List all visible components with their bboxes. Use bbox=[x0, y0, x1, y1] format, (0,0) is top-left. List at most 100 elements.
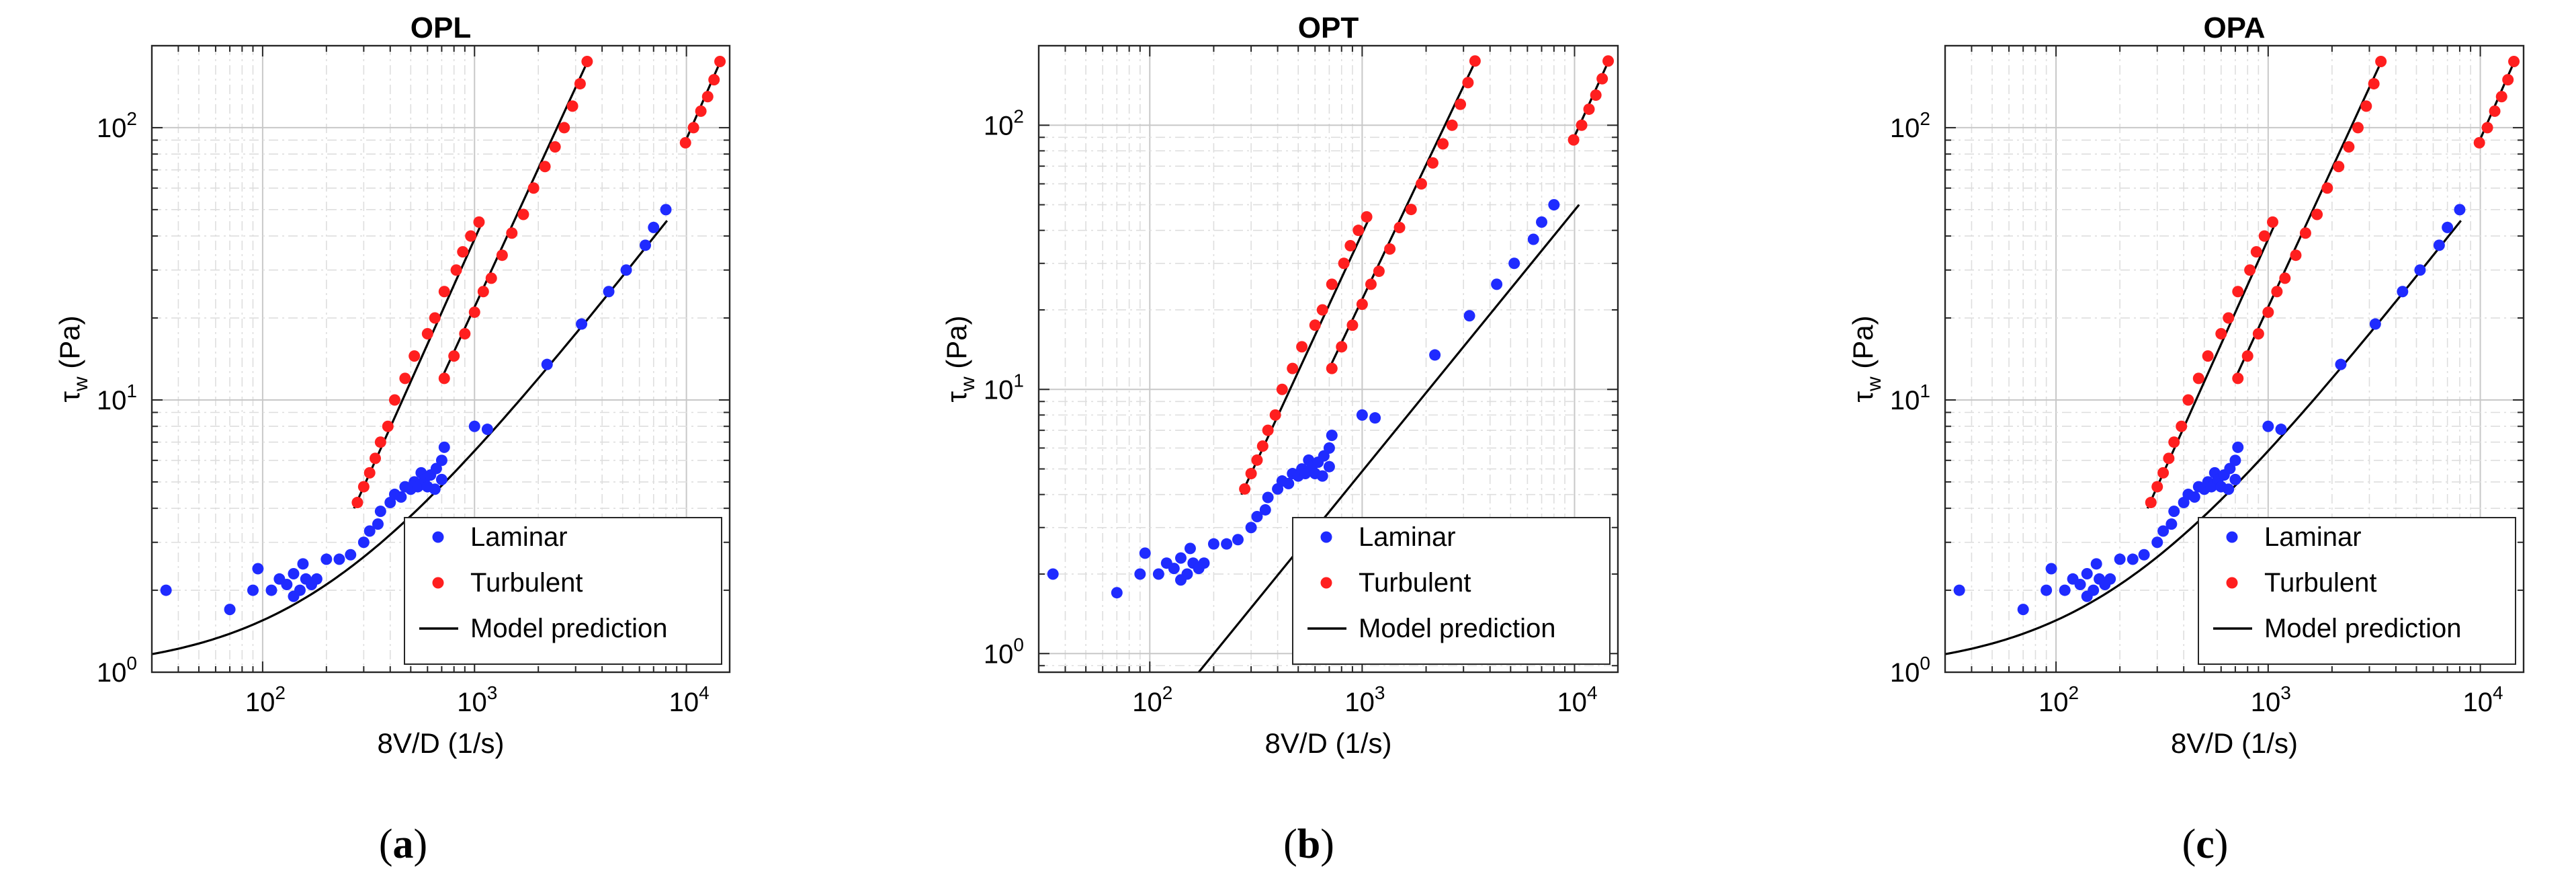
laminar-point bbox=[1168, 563, 1180, 575]
turbulent-point bbox=[2223, 312, 2235, 324]
turbulent-point bbox=[1469, 55, 1481, 67]
turbulent-point bbox=[1405, 204, 1417, 216]
turbulent-point bbox=[679, 136, 691, 149]
laminar-point bbox=[2059, 584, 2071, 596]
laminar-point bbox=[430, 462, 442, 475]
laminar-point bbox=[1245, 522, 1257, 534]
legend-box bbox=[1292, 517, 1611, 665]
turbulent-point bbox=[687, 122, 699, 134]
laminar-point bbox=[1207, 538, 1219, 550]
laminar-point bbox=[1369, 412, 1381, 424]
turbulent-point bbox=[1455, 98, 1467, 110]
turbulent-point bbox=[1462, 77, 1474, 89]
laminar-point bbox=[1111, 587, 1123, 599]
turbulent-point bbox=[1356, 298, 1368, 311]
chart-panel-opa: 102 103 104 100 101 102 OPA 8V/D (1/s) τw (Pa) La… bbox=[1847, 11, 2525, 759]
turbulent-point bbox=[2267, 216, 2279, 228]
laminar-point bbox=[429, 483, 441, 495]
turbulent-point bbox=[2502, 74, 2514, 86]
laminar-point bbox=[435, 473, 447, 485]
laminar-point bbox=[2275, 423, 2287, 436]
turbulent-point bbox=[1373, 266, 1385, 278]
turbulent-point bbox=[496, 249, 508, 261]
turbulent-point bbox=[438, 372, 450, 385]
turbulent-point bbox=[1346, 319, 1359, 331]
model-laminar-line bbox=[1197, 204, 1580, 672]
turbulent-point bbox=[363, 467, 376, 479]
turbulent-point bbox=[409, 350, 421, 362]
turbulent-point bbox=[549, 141, 561, 153]
turbulent-point bbox=[2343, 141, 2355, 153]
axes-frame bbox=[1037, 44, 1619, 674]
turbulent-point bbox=[1269, 409, 1281, 421]
turbulent-point bbox=[2202, 350, 2214, 362]
laminar-point bbox=[265, 584, 277, 596]
laminar-point bbox=[2151, 536, 2163, 549]
turbulent-point bbox=[2473, 136, 2485, 149]
chart-title: OPA bbox=[2203, 11, 2265, 44]
y-axis-label: τw (Pa) bbox=[1847, 315, 1885, 402]
panel-caption: (a) bbox=[379, 821, 427, 867]
turbulent-point bbox=[1568, 134, 1580, 146]
laminar-point bbox=[1251, 510, 1263, 522]
x-tick-label: 102 bbox=[245, 682, 286, 717]
laminar-point bbox=[1316, 470, 1328, 482]
turbulent-point bbox=[2252, 328, 2264, 340]
turbulent-point bbox=[2368, 78, 2380, 90]
laminar-point bbox=[1463, 310, 1475, 322]
turbulent-point bbox=[539, 161, 551, 173]
legend-label-model: Model prediction bbox=[470, 614, 668, 643]
legend-label-laminar: Laminar bbox=[470, 522, 568, 552]
legend-label-laminar: Laminar bbox=[1359, 522, 1456, 552]
turbulent-point bbox=[382, 420, 394, 432]
turbulent-point bbox=[465, 230, 477, 242]
legend-turbulent-marker bbox=[1320, 577, 1332, 589]
laminar-point bbox=[2223, 483, 2235, 495]
laminar-point bbox=[252, 563, 264, 575]
turbulent-point bbox=[468, 306, 480, 318]
y-tick-label: 100 bbox=[97, 653, 137, 688]
laminar-point bbox=[2168, 506, 2180, 518]
y-tick-label: 100 bbox=[984, 634, 1024, 669]
laminar-point bbox=[1134, 568, 1146, 580]
legend-box bbox=[404, 517, 722, 665]
laminar-point bbox=[1508, 257, 1520, 270]
turbulent-point bbox=[708, 74, 720, 86]
laminar-point bbox=[374, 506, 386, 518]
laminar-point bbox=[1527, 233, 1539, 245]
laminar-point bbox=[2017, 604, 2029, 616]
turbulent-point bbox=[2290, 249, 2302, 261]
turbulent-point bbox=[477, 286, 489, 298]
laminar-point bbox=[320, 553, 333, 565]
laminar-point bbox=[2229, 454, 2241, 467]
turbulent-point bbox=[2244, 264, 2256, 276]
laminar-point bbox=[1152, 568, 1164, 580]
turbulent-point bbox=[1590, 89, 1602, 102]
laminar-point bbox=[660, 204, 672, 216]
legend-label-turbulent: Turbulent bbox=[2264, 568, 2377, 598]
turbulent-point bbox=[2271, 286, 2283, 298]
turbulent-point bbox=[2352, 122, 2364, 134]
laminar-point bbox=[2442, 221, 2454, 233]
turbulent-point bbox=[517, 208, 529, 220]
laminar-point bbox=[1323, 442, 1335, 454]
turbulent-point bbox=[421, 328, 433, 340]
laminar-point bbox=[1323, 460, 1335, 473]
turbulent-point bbox=[2508, 55, 2520, 67]
turbulent-point bbox=[2232, 372, 2244, 385]
turbulent-point bbox=[1426, 157, 1439, 169]
laminar-point bbox=[468, 420, 480, 432]
turbulent-point bbox=[1245, 468, 1257, 480]
laminar-point bbox=[541, 358, 553, 370]
data-points bbox=[160, 55, 726, 616]
model-turbulent-line-2 bbox=[2234, 58, 2384, 379]
laminar-point bbox=[2188, 491, 2200, 503]
turbulent-point bbox=[566, 100, 578, 112]
x-axis-label: 8V/D (1/s) bbox=[2171, 727, 2298, 759]
laminar-point bbox=[2138, 549, 2150, 561]
turbulent-point bbox=[1336, 341, 1348, 353]
laminar-point bbox=[2454, 204, 2466, 216]
turbulent-point bbox=[459, 328, 471, 340]
laminar-point bbox=[395, 491, 407, 503]
legend-label-laminar: Laminar bbox=[2264, 522, 2362, 552]
